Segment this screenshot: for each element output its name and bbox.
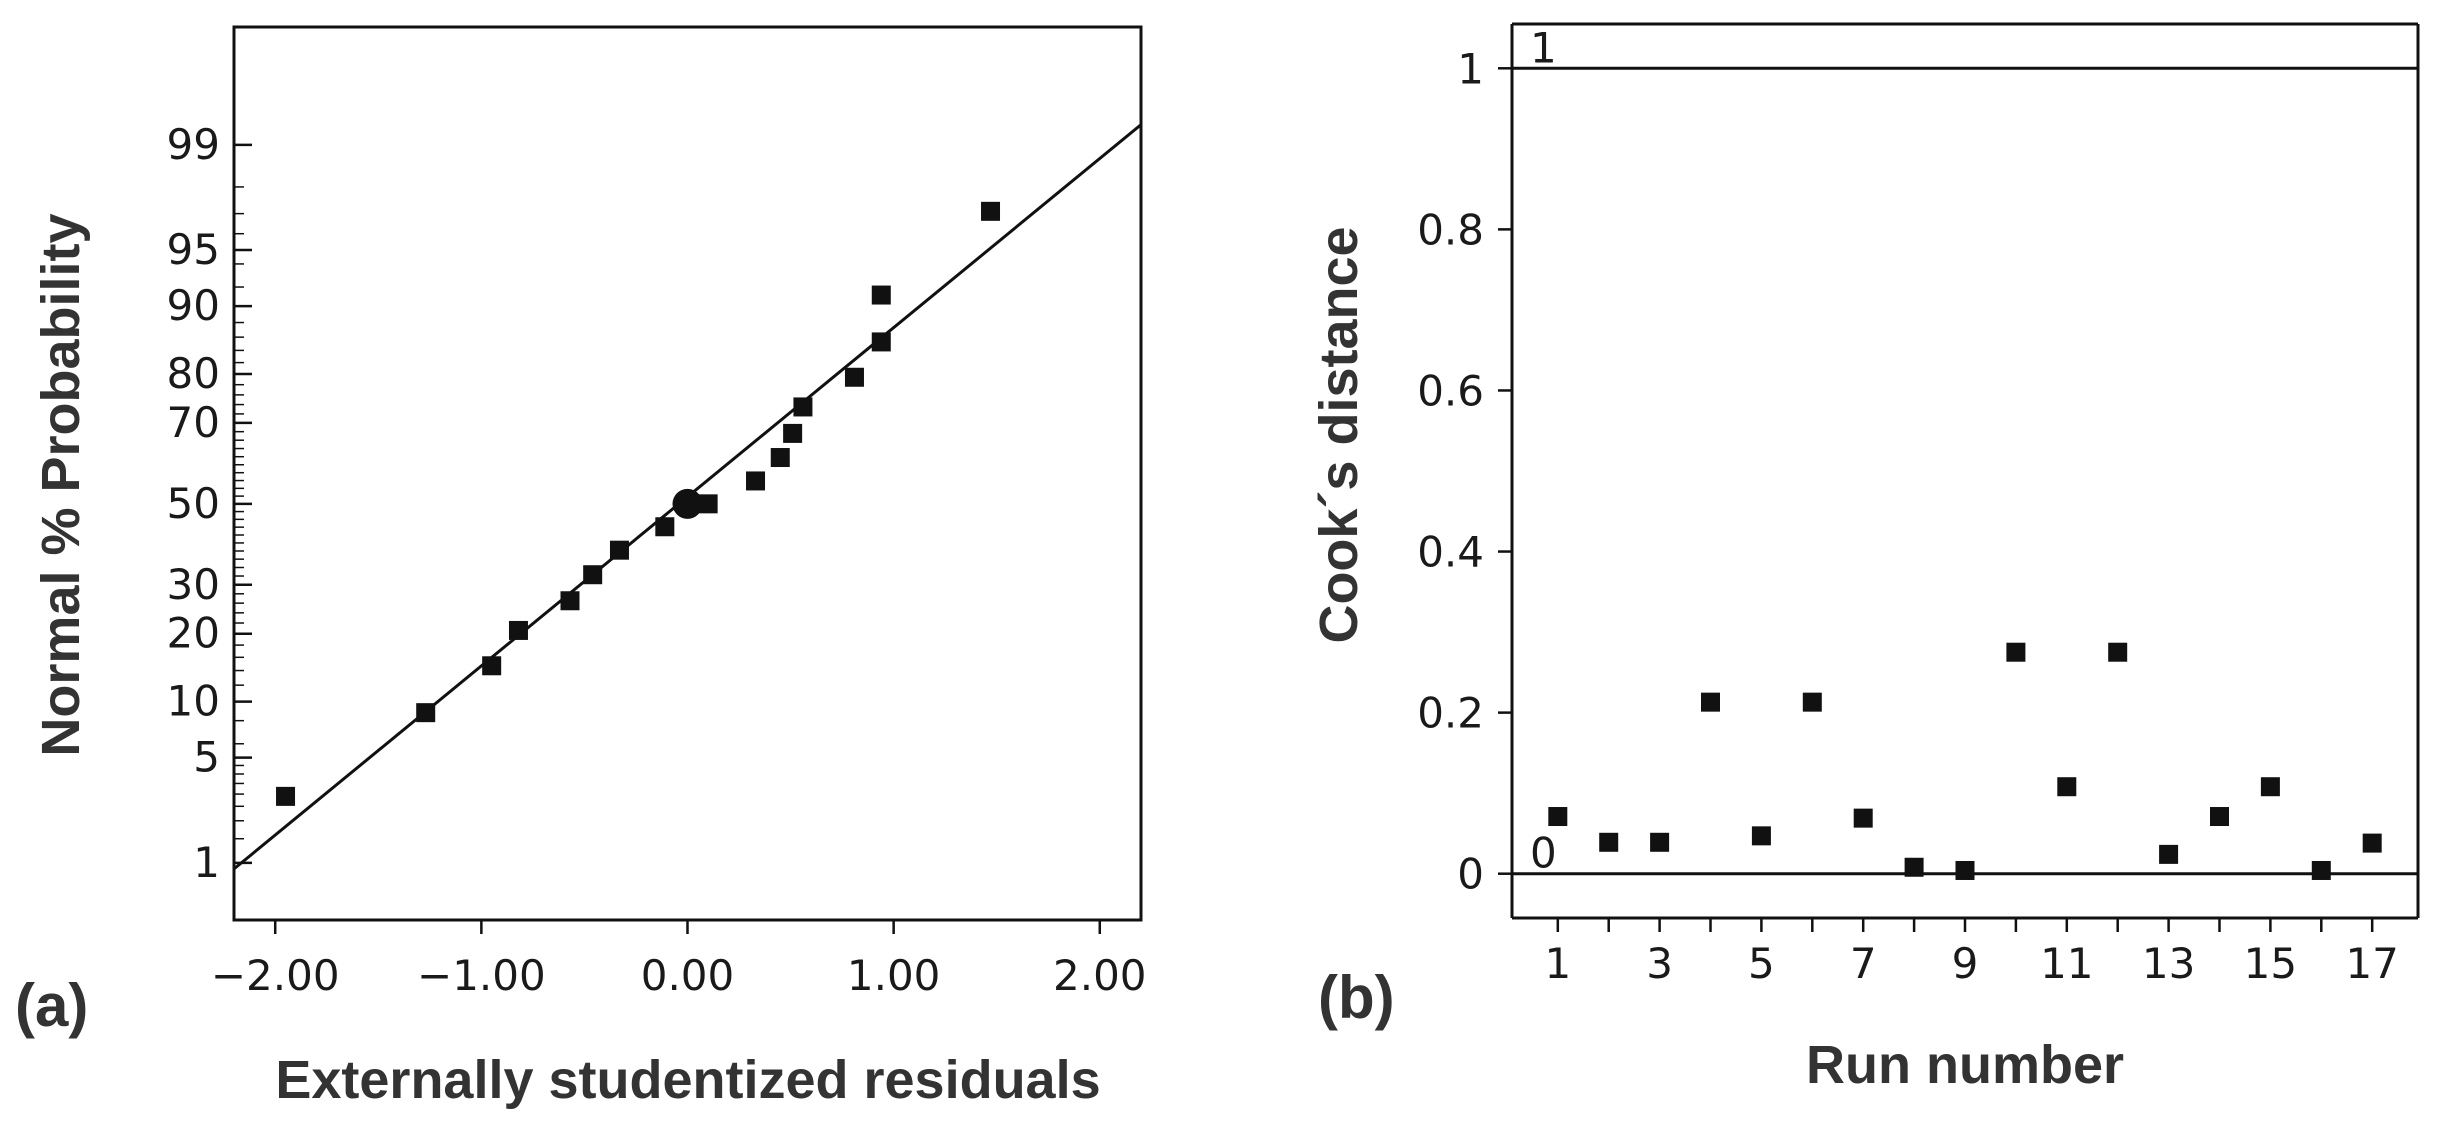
panel-a-data-point xyxy=(746,471,766,491)
panel-b-data-point xyxy=(1853,808,1873,828)
panel-a-data-point xyxy=(655,517,675,537)
panel-a-data-point xyxy=(871,332,891,352)
panel-b-data-point xyxy=(2006,642,2026,662)
panel-b-y-axis-title: Cook´s distance xyxy=(1309,226,1369,643)
panel-b-cooks-distance-plot: 00.20.40.60.81 1 3 5 7 9 11 13 15 17 10 Run numb… xyxy=(1309,22,2420,1095)
panel-a-data-point xyxy=(560,591,580,611)
panel-a-y-tick-label: 30 xyxy=(167,560,220,609)
panel-a-data-point xyxy=(583,565,603,585)
panel-a-y-tick-label: 70 xyxy=(167,398,220,447)
panel-a-x-tick-label: 1.00 xyxy=(847,951,941,1000)
panel-b-data-point xyxy=(1802,692,1822,712)
panel-b-data-point xyxy=(1751,826,1771,846)
panel-a-y-tick-label: 50 xyxy=(167,479,220,528)
panel-b-y-tick-label: 0.4 xyxy=(1417,528,1484,577)
panel-b-x-axis-title: Run number xyxy=(1806,1035,2124,1095)
panel-a-y-minor-ticks xyxy=(234,186,244,864)
panel-a-data-point xyxy=(609,540,629,560)
panel-a-data-point xyxy=(416,703,436,723)
panel-b-data-point xyxy=(2159,844,2179,864)
panel-b-data-point xyxy=(2108,642,2128,662)
panel-a-x-tick-label: 2.00 xyxy=(1053,951,1147,1000)
panel-a-data-point xyxy=(783,423,803,443)
panel-b-y-tick-label: 1 xyxy=(1457,44,1484,93)
panel-b-data-point xyxy=(1599,832,1619,852)
panel-b-data-point xyxy=(2311,860,2331,880)
panel-b-y-tick-label: 0.8 xyxy=(1417,205,1484,254)
panel-a-plot-frame xyxy=(232,25,1143,922)
panel-a-data-point xyxy=(508,620,528,640)
panel-a-y-tick-label: 5 xyxy=(193,733,220,782)
panel-b-y-tick-label: 0 xyxy=(1457,850,1484,899)
panel-a-x-axis-ticks: −2.00 −1.00 0.00 1.00 2.00 xyxy=(211,920,1147,1000)
panel-b-data-point xyxy=(2260,777,2280,797)
panel-b-x-tick-label: 3 xyxy=(1646,939,1673,988)
panel-b-x-tick-label: 11 xyxy=(2040,939,2093,988)
panel-b-data-points xyxy=(1548,642,2382,880)
panel-b-y-tick-label: 0.2 xyxy=(1417,689,1484,738)
panel-b-data-point xyxy=(2362,833,2382,853)
panel-a-data-points xyxy=(276,201,1001,806)
panel-b-data-point xyxy=(1548,807,1568,827)
panel-b-x-axis-ticks: 1 3 5 7 9 11 13 15 17 xyxy=(1544,918,2399,988)
panel-a-y-tick-label: 95 xyxy=(167,225,220,274)
panel-a-data-point xyxy=(793,397,813,417)
panel-a-data-point xyxy=(276,786,296,806)
panel-b-x-tick-label: 13 xyxy=(2142,939,2195,988)
panel-a-x-tick-label: −1.00 xyxy=(417,951,546,1000)
panel-b-x-tick-label: 9 xyxy=(1952,939,1979,988)
panel-a-y-tick-label: 10 xyxy=(167,677,220,726)
panel-b-data-point xyxy=(2057,777,2077,797)
panel-b-data-point xyxy=(1955,860,1975,880)
panel-a-label: (a) xyxy=(15,972,88,1039)
panel-a-y-tick-label: 80 xyxy=(167,349,220,398)
panel-a-data-point xyxy=(482,656,502,676)
panel-a-data-point xyxy=(981,201,1001,221)
panel-a-y-tick-label: 20 xyxy=(167,609,220,658)
panel-b-label: (b) xyxy=(1318,964,1395,1031)
panel-b-x-tick-label: 7 xyxy=(1850,939,1877,988)
panel-b-x-tick-label: 15 xyxy=(2244,939,2297,988)
panel-b-reference-lines: 10 xyxy=(1512,23,2418,878)
panel-a-data-point xyxy=(871,285,891,305)
panel-a-y-tick-label: 1 xyxy=(193,838,220,887)
panel-a-data-point xyxy=(698,494,718,514)
panel-b-x-tick-label: 5 xyxy=(1748,939,1775,988)
panel-b-reference-line-label: 1 xyxy=(1530,23,1557,72)
panel-b-y-tick-label: 0.6 xyxy=(1417,366,1484,415)
panel-b-data-point xyxy=(1650,832,1670,852)
panel-a-x-tick-label: −2.00 xyxy=(211,951,340,1000)
panel-a-data-point xyxy=(844,367,864,387)
panel-b-y-axis-ticks: 0 0.2 0.4 0.6 0.8 1 xyxy=(1417,44,1512,899)
panel-b-x-tick-label: 1 xyxy=(1544,939,1571,988)
panel-a-x-axis-title: Externally studentized residuals xyxy=(275,1050,1100,1110)
panel-a-x-tick-label: 0.00 xyxy=(641,951,735,1000)
panel-b-data-point xyxy=(1701,692,1721,712)
panel-b-reference-line-label: 0 xyxy=(1530,829,1557,878)
panel-b-data-point xyxy=(1904,857,1924,877)
panel-a-highlight-point xyxy=(672,488,703,519)
panel-b-x-tick-label: 17 xyxy=(2345,939,2398,988)
panel-b-data-point xyxy=(2209,807,2229,827)
panel-a-y-tick-label: 99 xyxy=(167,120,220,169)
panel-a-y-tick-label: 90 xyxy=(167,281,220,330)
panel-a-y-axis-title: Normal % Probability xyxy=(31,213,91,756)
panel-a-data-point xyxy=(770,448,790,468)
